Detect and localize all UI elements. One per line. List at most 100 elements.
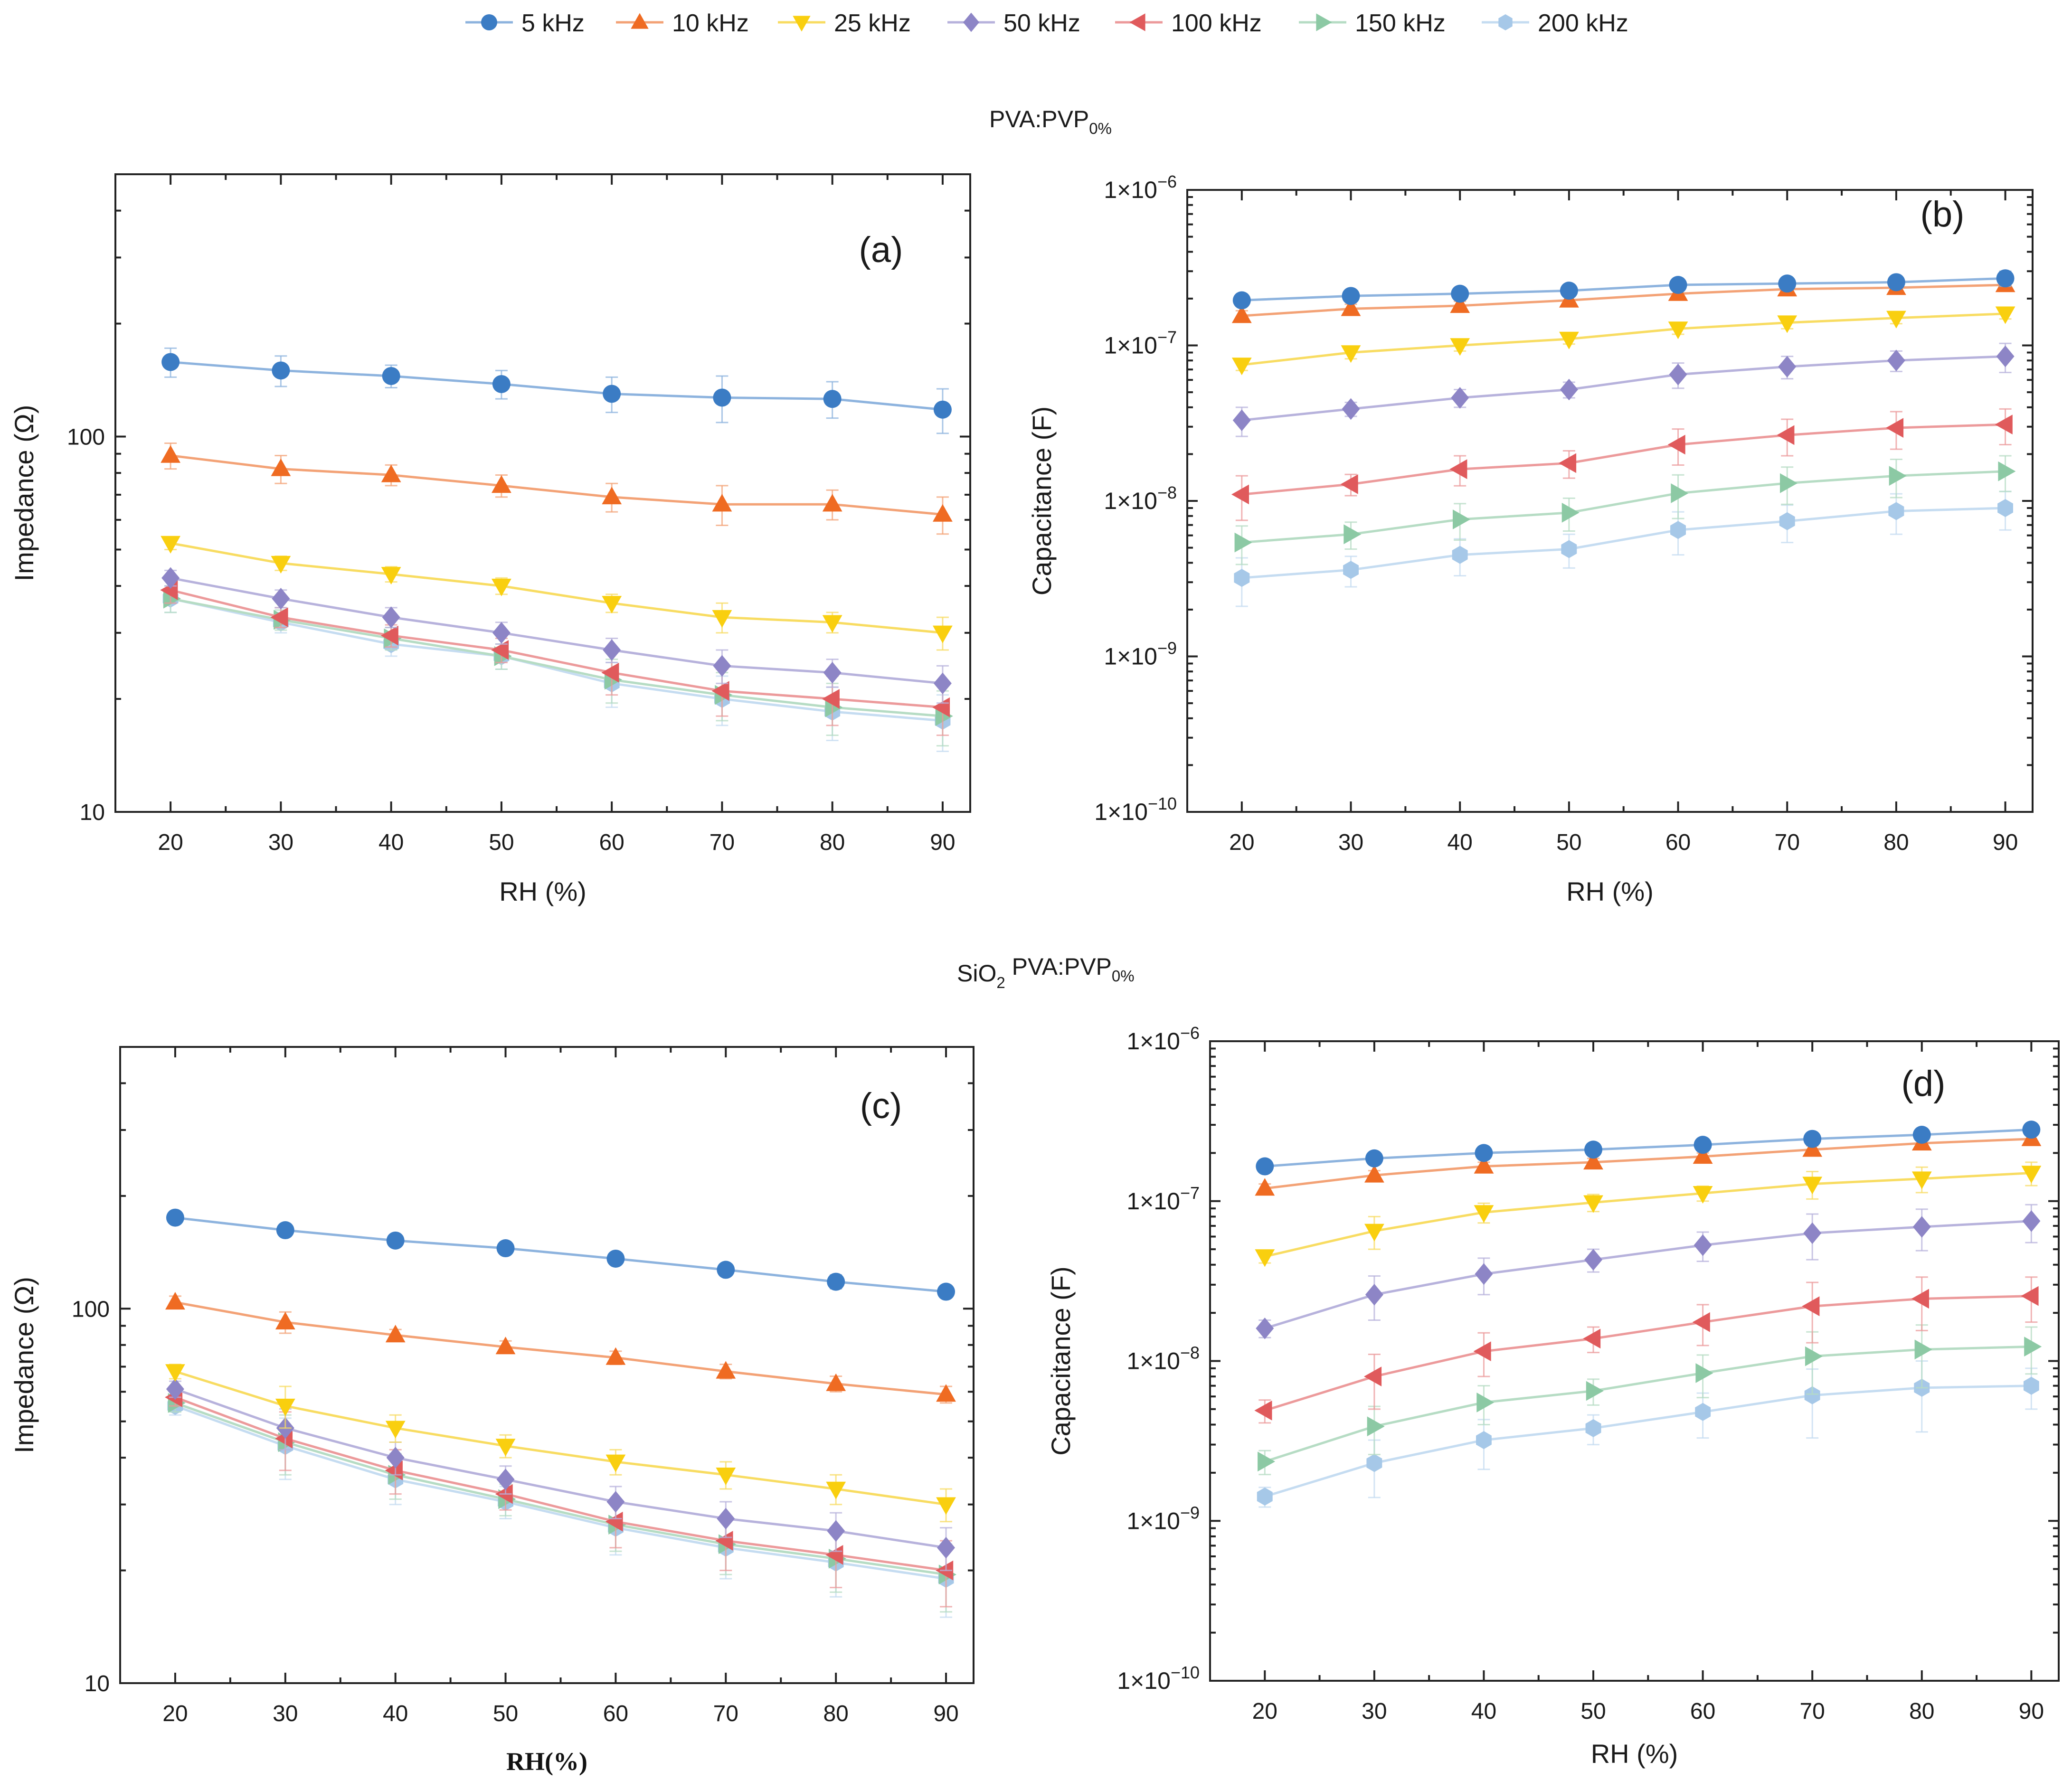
panel-d-ytick-label-exp: −10 bbox=[1171, 1663, 1200, 1682]
panel-b-xtick-label-60: 60 bbox=[1665, 830, 1691, 855]
legend-marker-200-khz bbox=[1498, 14, 1513, 30]
panel-b-point-100-khz bbox=[1340, 474, 1358, 494]
panel-d-point-5-khz bbox=[1803, 1130, 1822, 1148]
panel-a-line-5-khz bbox=[170, 361, 943, 411]
panel-d-point-25-khz bbox=[1693, 1186, 1713, 1204]
panel-c-point-25-khz bbox=[275, 1398, 295, 1416]
panel-a-line-10-khz bbox=[170, 454, 943, 516]
panel-a-line-150-khz bbox=[170, 597, 943, 717]
panel-b-point-200-khz bbox=[1343, 561, 1359, 579]
panel-d-point-100-khz bbox=[1692, 1312, 1710, 1332]
panel-a-point-5-khz bbox=[492, 375, 511, 393]
panel-a-panel-label: (a) bbox=[859, 230, 903, 270]
panel-d-point-200-khz bbox=[1695, 1403, 1711, 1421]
panel-c-line-50-khz bbox=[175, 1388, 946, 1549]
panel-c-line-10-khz bbox=[175, 1301, 946, 1396]
panel-a-point-10-khz bbox=[822, 494, 842, 512]
panel-c-point-25-khz bbox=[385, 1421, 406, 1439]
panel-b-point-100-khz bbox=[1886, 418, 1904, 438]
legend-item-10-khz: 10 kHz bbox=[616, 9, 749, 37]
panel-c-point-50-khz bbox=[606, 1491, 625, 1513]
panel-c-xtick-label-60: 60 bbox=[603, 1701, 628, 1726]
panel-b-point-10-khz bbox=[1341, 298, 1361, 316]
panel-b-point-50-khz bbox=[1560, 378, 1578, 401]
panel-a-series-5-khz bbox=[161, 347, 952, 434]
panel-b-point-25-khz bbox=[1231, 358, 1252, 376]
panel-a-point-10-khz bbox=[602, 487, 622, 505]
panel-c-point-10-khz bbox=[385, 1325, 406, 1343]
panel-d-ytick-label-3: 1×10−7 bbox=[1126, 1183, 1200, 1215]
panel-c-xtick-label-80: 80 bbox=[823, 1701, 848, 1726]
panel-d-y-axis-label: Capacitance (F) bbox=[1046, 1266, 1076, 1455]
panel-a-point-25-khz bbox=[271, 556, 291, 574]
panel-c-point-10-khz bbox=[275, 1312, 295, 1329]
panel-a-point-10-khz bbox=[161, 445, 180, 463]
panel-b-point-5-khz bbox=[1887, 273, 1905, 292]
panel-d-point-25-khz bbox=[1364, 1224, 1384, 1242]
panel-b-y-axis-label: Capacitance (F) bbox=[1027, 406, 1057, 595]
panel-a-xtick-label-30: 30 bbox=[268, 830, 293, 855]
panel-d-ytick-label-exp: −7 bbox=[1180, 1183, 1200, 1203]
panel-b-point-25-khz bbox=[1995, 306, 2015, 324]
panel-b-xtick-label-90: 90 bbox=[1993, 830, 2018, 855]
panel-a-point-25-khz bbox=[933, 625, 953, 643]
panel-c-point-25-khz bbox=[495, 1439, 516, 1457]
panel-b-point-150-khz bbox=[1343, 524, 1362, 545]
panel-d-xtick-label-20: 20 bbox=[1252, 1699, 1277, 1724]
panel-d-series-200-khz bbox=[1257, 1360, 2039, 1508]
panel-b-ytick-label-2: 1×10−8 bbox=[1104, 483, 1177, 514]
panel-d-panel-label: (d) bbox=[1902, 1064, 1946, 1104]
panel-d-point-10-khz bbox=[1474, 1156, 1494, 1174]
panel-d-point-50-khz bbox=[2022, 1210, 2041, 1232]
section-title-bottom-prefix-sub: 2 bbox=[996, 974, 1005, 991]
panel-c-point-25-khz bbox=[716, 1468, 736, 1486]
panel-c-x-axis-label: RH(%) bbox=[506, 1747, 587, 1776]
panel-c-point-50-khz bbox=[937, 1536, 955, 1559]
panel-c-point-10-khz bbox=[716, 1361, 736, 1379]
panel-d-ytick-label-base: 1×10 bbox=[1126, 1507, 1180, 1534]
panel-a-line-50-khz bbox=[170, 576, 943, 685]
panel-d-ytick-label-exp: −9 bbox=[1180, 1503, 1200, 1522]
panel-c-line-5-khz bbox=[175, 1216, 946, 1293]
panel-d-xtick-label-80: 80 bbox=[1909, 1699, 1934, 1724]
panel-a-point-25-khz bbox=[712, 610, 732, 628]
panel-d-point-10-khz bbox=[1364, 1165, 1384, 1183]
panel-c-point-100-khz bbox=[715, 1531, 733, 1551]
panel-a-point-10-khz bbox=[712, 494, 732, 512]
panel-a-point-50-khz bbox=[933, 672, 952, 695]
panel-d-point-100-khz bbox=[1802, 1296, 1820, 1317]
panel-c-point-5-khz bbox=[827, 1272, 845, 1291]
panel-a-series-10-khz bbox=[161, 443, 953, 535]
panel-c-point-10-khz bbox=[606, 1347, 626, 1365]
panel-b-line-50-khz bbox=[1241, 355, 2006, 422]
panel-d-series-50-khz bbox=[1256, 1204, 2041, 1339]
panel-b-ytick-label-1: 1×10−9 bbox=[1104, 639, 1177, 670]
panel-b-point-25-khz bbox=[1450, 338, 1470, 356]
panel-a-xtick-label-60: 60 bbox=[599, 830, 624, 855]
panel-b-series-5-khz bbox=[1232, 269, 2015, 310]
panel-c-point-25-khz bbox=[936, 1497, 956, 1515]
panel-a-xtick-label-70: 70 bbox=[710, 830, 735, 855]
panel-a-point-10-khz bbox=[492, 475, 511, 493]
section-title-bottom-main: PVA:PVP bbox=[1005, 953, 1112, 980]
panel-c-ytick-label-10: 10 bbox=[85, 1671, 110, 1696]
panel-d-series-150-khz bbox=[1258, 1324, 2042, 1476]
panel-d-point-150-khz bbox=[1695, 1363, 1713, 1383]
legend-label-10-khz: 10 kHz bbox=[672, 9, 749, 37]
panel-b-point-5-khz bbox=[1996, 269, 2015, 288]
section-title-top-main: PVA:PVP bbox=[989, 106, 1089, 132]
panel-d-ytick-label-exp: −8 bbox=[1180, 1343, 1200, 1363]
panel-b-point-100-khz bbox=[1231, 484, 1249, 505]
panel-b-point-50-khz bbox=[1669, 364, 1687, 386]
panel-d-point-50-khz bbox=[1584, 1249, 1602, 1271]
panel-b-ytick-label-0: 1×10−10 bbox=[1094, 794, 1177, 825]
panel-c-xtick-label-20: 20 bbox=[162, 1701, 188, 1726]
legend-label-150-khz: 150 kHz bbox=[1355, 9, 1446, 37]
panel-d-point-150-khz bbox=[1805, 1346, 1823, 1366]
panel-b-point-150-khz bbox=[1998, 461, 2016, 481]
panel-d-series-10-khz bbox=[1255, 1128, 2042, 1196]
panel-d-point-25-khz bbox=[1255, 1249, 1275, 1267]
panel-b-panel-label: (b) bbox=[1921, 194, 1965, 235]
panel-b-point-150-khz bbox=[1671, 483, 1689, 503]
section-title-bottom-prefix: SiO bbox=[957, 960, 996, 987]
